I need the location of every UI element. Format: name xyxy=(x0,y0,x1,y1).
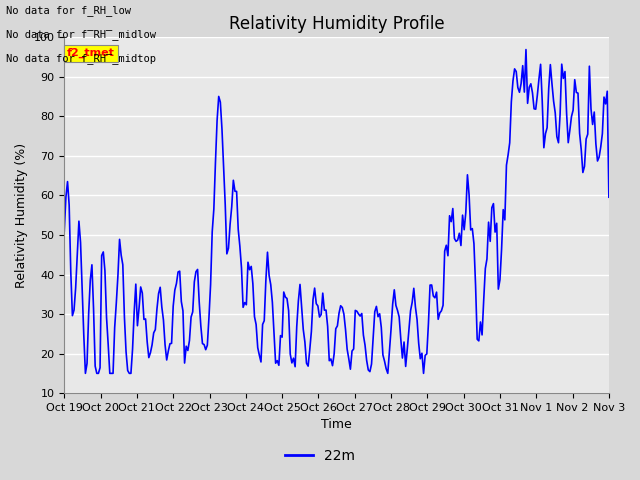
Text: No data for f̅RH̅_midlow: No data for f̅RH̅_midlow xyxy=(6,29,156,40)
Legend: 22m: 22m xyxy=(280,443,360,468)
Y-axis label: Relativity Humidity (%): Relativity Humidity (%) xyxy=(15,143,28,288)
Text: No data for f_RH̅_midtop: No data for f_RH̅_midtop xyxy=(6,53,156,64)
Title: Relativity Humidity Profile: Relativity Humidity Profile xyxy=(228,15,444,33)
Text: No data for f_RH_low: No data for f_RH_low xyxy=(6,5,131,16)
X-axis label: Time: Time xyxy=(321,419,352,432)
Text: f2_tmet: f2_tmet xyxy=(67,48,115,58)
